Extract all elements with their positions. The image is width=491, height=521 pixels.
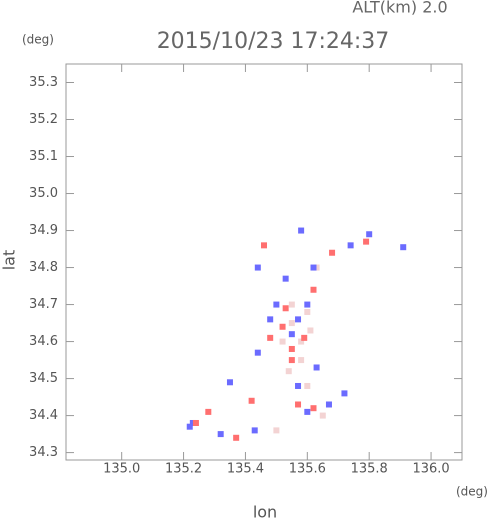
echo-cell — [288, 357, 295, 364]
y-tick-label: 35.0 — [29, 186, 58, 201]
echo-cell — [319, 412, 326, 419]
y-axis-title: lat — [0, 250, 19, 271]
echo-cell — [261, 242, 267, 249]
echo-cell — [217, 431, 224, 438]
echo-cell — [273, 427, 280, 434]
echo-cell — [186, 423, 193, 430]
echo-cell — [226, 379, 233, 386]
x-axis-title: lon — [253, 503, 277, 521]
y-tick-label: 34.3 — [29, 445, 58, 460]
x-tick-label: 135.4 — [227, 462, 264, 477]
echo-cell — [288, 320, 295, 327]
echo-cell — [285, 368, 292, 375]
echo-cell — [248, 397, 255, 404]
echo-cell — [298, 357, 305, 364]
echo-cell — [313, 364, 320, 371]
echo-cell — [313, 264, 320, 271]
y-tick-label: 34.9 — [29, 223, 58, 238]
y-tick-label: 35.2 — [29, 112, 58, 127]
y-tick-label: 35.1 — [29, 149, 58, 164]
echo-cell — [304, 408, 311, 415]
echo-cell — [254, 264, 261, 271]
echo-cell — [347, 242, 354, 249]
echo-cell — [267, 334, 274, 341]
plot-frame — [65, 63, 463, 461]
y-unit: (deg) — [22, 33, 54, 47]
echo-cell — [273, 301, 280, 308]
echo-cell — [282, 275, 289, 282]
echo-cell — [310, 286, 317, 293]
x-tick-label: 135.0 — [103, 462, 140, 477]
echo-cell — [310, 405, 317, 412]
echo-cell — [189, 419, 196, 426]
echo-cell — [295, 316, 302, 323]
echo-cell — [288, 345, 295, 352]
echo-cell — [254, 349, 261, 356]
echo-cell — [304, 308, 311, 315]
y-tick-label: 34.8 — [29, 260, 58, 275]
x-tick-label: 135.8 — [351, 462, 388, 477]
echo-cell — [366, 231, 373, 238]
echo-cell — [325, 401, 332, 408]
echo-cell — [298, 338, 305, 345]
echo-cell — [279, 338, 286, 345]
echo-cell — [251, 427, 258, 434]
echo-cell — [298, 227, 305, 234]
echo-cell — [304, 382, 311, 389]
echo-cell — [288, 301, 295, 308]
echo-cell — [363, 238, 370, 245]
chart-title: 2015/10/23 17:24:37 — [157, 29, 390, 54]
echo-cell — [279, 323, 286, 330]
echo-cell — [267, 316, 274, 323]
y-tick-label: 34.5 — [29, 371, 58, 386]
y-tick-label: 35.3 — [29, 75, 58, 90]
x-tick-label: 136.0 — [412, 462, 449, 477]
echo-cell — [400, 244, 407, 251]
x-tick-label: 135.2 — [165, 462, 202, 477]
x-tick-label: 135.6 — [289, 462, 326, 477]
echo-cell — [282, 305, 289, 312]
echo-cell — [205, 408, 212, 415]
y-tick-label: 34.6 — [29, 334, 58, 349]
echo-cell — [329, 249, 336, 256]
altitude-label: ALT(km) 2.0 — [352, 0, 447, 17]
echo-cell — [192, 419, 199, 426]
y-tick-label: 34.4 — [29, 408, 58, 423]
echo-cell — [295, 401, 302, 408]
echo-cell — [307, 327, 314, 334]
echo-cell — [341, 390, 348, 397]
echo-cell — [233, 434, 240, 441]
x-unit: (deg) — [456, 485, 488, 499]
y-tick-label: 34.7 — [29, 297, 58, 312]
echo-cell — [288, 331, 295, 338]
echo-cell — [310, 264, 317, 271]
echo-cell — [301, 334, 308, 341]
echo-cell — [304, 301, 311, 308]
echo-cell — [295, 382, 302, 389]
